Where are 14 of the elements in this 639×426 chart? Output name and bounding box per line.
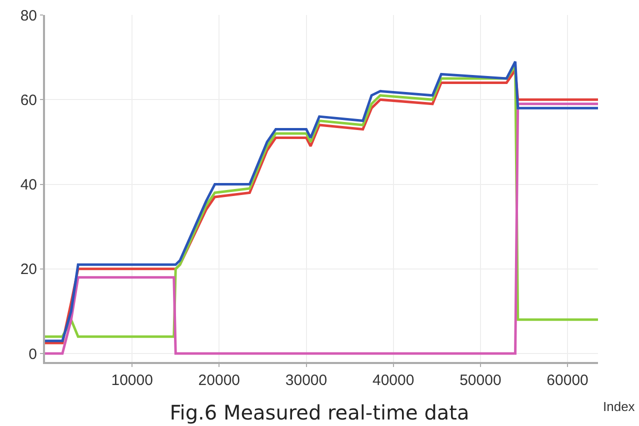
y-tick-label: 0 (28, 346, 37, 363)
x-tick-label: 50000 (460, 372, 502, 389)
text: Fig.6 Measured real-time data (170, 400, 470, 425)
x-tick-label: 60000 (546, 372, 588, 389)
y-tick-label: 80 (20, 7, 37, 24)
y-tick-label: 40 (20, 176, 37, 194)
x-tick-label: 30000 (285, 372, 328, 389)
x-tick-label: 20000 (198, 372, 240, 389)
x-tick-label: 10000 (111, 372, 153, 389)
x-axis-title: Index (603, 399, 636, 414)
y-tick-label: 60 (20, 92, 37, 109)
y-tick-label: 20 (20, 261, 37, 278)
line-series (45, 102, 598, 355)
x-tick-label: 40000 (372, 372, 414, 389)
